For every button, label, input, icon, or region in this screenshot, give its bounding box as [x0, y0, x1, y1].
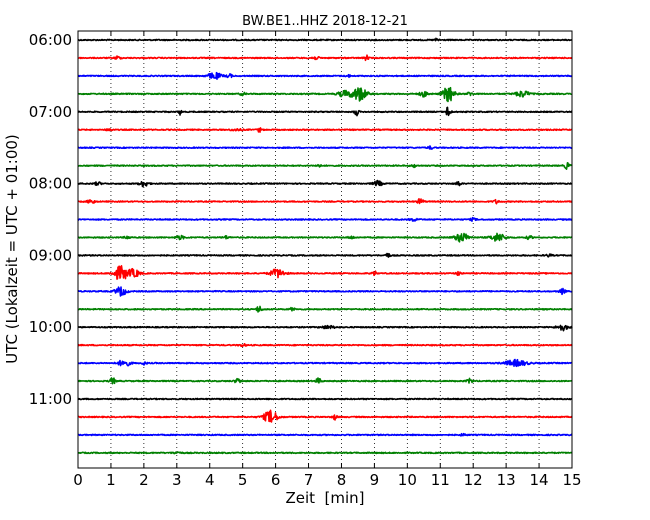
x-tick-label-0: 0	[73, 471, 83, 489]
x-tick-label-10: 10	[398, 471, 417, 489]
trace-1145	[77, 451, 573, 455]
trace-0715	[77, 127, 573, 133]
x-tick-label-4: 4	[205, 471, 215, 489]
y-tick-label-5: 11:00	[29, 390, 72, 408]
trace-0600	[77, 37, 573, 42]
trace-1015	[77, 343, 573, 348]
y-tick-label-4: 10:00	[29, 318, 72, 336]
trace-0900	[77, 252, 573, 258]
trace-0615	[77, 54, 573, 62]
trace-0945	[77, 305, 573, 313]
x-tick-label-5: 5	[238, 471, 248, 489]
trace-0930	[77, 286, 573, 297]
x-tick-label-9: 9	[370, 471, 380, 489]
axis-ticks: 0 1 2 3 4 5 6 7 8 9 10 11 12 13 14 1506:0007:0008:0009:…	[29, 31, 582, 489]
x-tick-label-2: 2	[139, 471, 149, 489]
trace-0915	[77, 265, 573, 280]
x-tick-label-15: 15	[562, 471, 581, 489]
x-tick-label-13: 13	[497, 471, 516, 489]
trace-0630	[77, 71, 573, 80]
trace-1000	[77, 324, 573, 332]
trace-1030	[77, 358, 573, 368]
trace-1100	[77, 397, 573, 401]
x-tick-label-11: 11	[431, 471, 450, 489]
trace-0845	[77, 232, 573, 243]
trace-1130	[77, 432, 573, 437]
trace-1045	[77, 377, 573, 385]
trace-0700	[77, 106, 573, 117]
x-tick-label-6: 6	[271, 471, 281, 489]
trace-0830	[77, 216, 573, 222]
x-tick-label-12: 12	[464, 471, 483, 489]
x-tick-label-8: 8	[337, 471, 347, 489]
y-tick-label-0: 06:00	[29, 31, 72, 49]
traces	[77, 37, 573, 455]
y-tick-label-3: 09:00	[29, 246, 72, 264]
y-tick-label-2: 08:00	[29, 175, 72, 193]
chart-title: BW.BE1..HHZ 2018-12-21	[242, 14, 408, 29]
trace-0745	[77, 161, 573, 170]
y-axis-label: UTC (Lokalzeit = UTC + 01:00)	[3, 134, 21, 364]
x-tick-label-7: 7	[304, 471, 314, 489]
trace-0815	[77, 198, 573, 205]
x-axis-label: Zeit [min]	[285, 489, 364, 507]
plot-frame	[77, 30, 573, 469]
x-tick-label-3: 3	[172, 471, 182, 489]
x-tick-label-1: 1	[106, 471, 116, 489]
x-tick-label-14: 14	[530, 471, 549, 489]
trace-0730	[77, 145, 573, 150]
trace-0800	[77, 179, 573, 188]
grid	[110, 31, 540, 468]
trace-1115	[77, 409, 573, 423]
trace-0645	[77, 86, 573, 103]
y-tick-label-1: 07:00	[29, 103, 72, 121]
